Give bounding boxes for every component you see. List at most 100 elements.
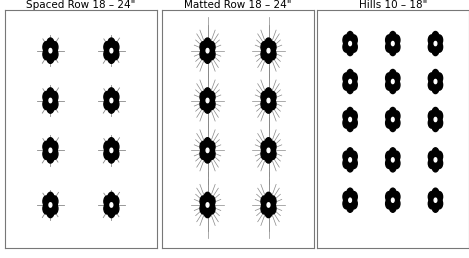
Title: Matted Row 18 – 24": Matted Row 18 – 24" xyxy=(184,0,292,10)
Circle shape xyxy=(386,151,393,162)
Circle shape xyxy=(108,152,115,163)
Circle shape xyxy=(386,80,393,90)
Circle shape xyxy=(108,192,115,203)
Circle shape xyxy=(206,98,209,103)
Circle shape xyxy=(200,148,207,159)
Circle shape xyxy=(112,196,119,207)
Circle shape xyxy=(428,42,435,52)
Circle shape xyxy=(49,49,52,53)
Circle shape xyxy=(205,96,210,105)
Circle shape xyxy=(393,158,400,168)
Circle shape xyxy=(343,35,350,45)
Circle shape xyxy=(432,69,439,80)
Circle shape xyxy=(392,198,394,202)
Circle shape xyxy=(265,88,272,99)
Circle shape xyxy=(265,38,272,49)
Circle shape xyxy=(389,107,396,118)
Circle shape xyxy=(206,49,209,53)
Circle shape xyxy=(204,88,211,99)
Circle shape xyxy=(393,35,400,45)
Circle shape xyxy=(392,79,394,84)
Circle shape xyxy=(265,152,272,163)
Circle shape xyxy=(200,99,207,110)
Circle shape xyxy=(43,91,50,102)
Circle shape xyxy=(109,96,114,105)
Circle shape xyxy=(349,158,351,162)
Circle shape xyxy=(436,73,443,83)
Circle shape xyxy=(43,49,50,60)
Circle shape xyxy=(104,196,111,207)
Circle shape xyxy=(432,148,439,158)
Circle shape xyxy=(43,99,50,110)
Circle shape xyxy=(108,52,115,63)
Circle shape xyxy=(49,203,52,207)
Circle shape xyxy=(112,148,119,159)
Circle shape xyxy=(43,141,50,152)
Circle shape xyxy=(393,42,400,52)
Circle shape xyxy=(348,156,353,164)
Circle shape xyxy=(390,39,395,47)
Circle shape xyxy=(350,158,357,168)
Circle shape xyxy=(436,118,443,128)
Circle shape xyxy=(200,196,207,207)
Circle shape xyxy=(386,111,393,121)
Circle shape xyxy=(343,192,350,202)
Circle shape xyxy=(112,141,119,152)
Circle shape xyxy=(205,201,210,209)
Circle shape xyxy=(200,91,207,102)
Circle shape xyxy=(261,91,268,102)
Circle shape xyxy=(350,73,357,83)
Title: Hills 10 – 18": Hills 10 – 18" xyxy=(359,0,427,10)
Circle shape xyxy=(432,121,439,132)
Circle shape xyxy=(432,162,439,172)
Circle shape xyxy=(436,151,443,162)
Circle shape xyxy=(389,202,396,212)
Circle shape xyxy=(432,31,439,42)
Circle shape xyxy=(204,102,211,113)
Circle shape xyxy=(112,99,119,110)
Circle shape xyxy=(393,151,400,162)
Circle shape xyxy=(390,78,395,85)
Circle shape xyxy=(261,203,268,214)
Circle shape xyxy=(347,69,354,80)
Circle shape xyxy=(343,151,350,162)
Circle shape xyxy=(390,116,395,124)
Circle shape xyxy=(347,148,354,158)
Circle shape xyxy=(350,198,357,209)
Circle shape xyxy=(432,45,439,56)
Circle shape xyxy=(269,141,276,152)
Circle shape xyxy=(51,91,58,102)
Circle shape xyxy=(436,192,443,202)
Circle shape xyxy=(389,83,396,94)
Circle shape xyxy=(266,46,271,55)
Circle shape xyxy=(434,198,437,202)
Circle shape xyxy=(386,42,393,52)
Circle shape xyxy=(343,111,350,121)
Circle shape xyxy=(108,207,115,217)
Circle shape xyxy=(204,138,211,149)
Circle shape xyxy=(386,198,393,209)
Circle shape xyxy=(347,188,354,199)
Circle shape xyxy=(266,201,271,209)
Circle shape xyxy=(347,162,354,172)
Circle shape xyxy=(265,207,272,217)
Circle shape xyxy=(389,69,396,80)
Circle shape xyxy=(393,73,400,83)
Circle shape xyxy=(348,78,353,85)
Circle shape xyxy=(261,49,268,60)
Circle shape xyxy=(393,80,400,90)
Circle shape xyxy=(112,42,119,53)
Circle shape xyxy=(389,45,396,56)
Circle shape xyxy=(109,201,114,209)
Circle shape xyxy=(433,116,438,124)
Circle shape xyxy=(261,42,268,53)
Circle shape xyxy=(348,116,353,124)
Circle shape xyxy=(208,99,215,110)
Circle shape xyxy=(433,156,438,164)
Circle shape xyxy=(348,39,353,47)
Circle shape xyxy=(204,207,211,217)
Circle shape xyxy=(208,42,215,53)
Circle shape xyxy=(208,196,215,207)
Circle shape xyxy=(267,148,270,152)
Circle shape xyxy=(392,117,394,122)
